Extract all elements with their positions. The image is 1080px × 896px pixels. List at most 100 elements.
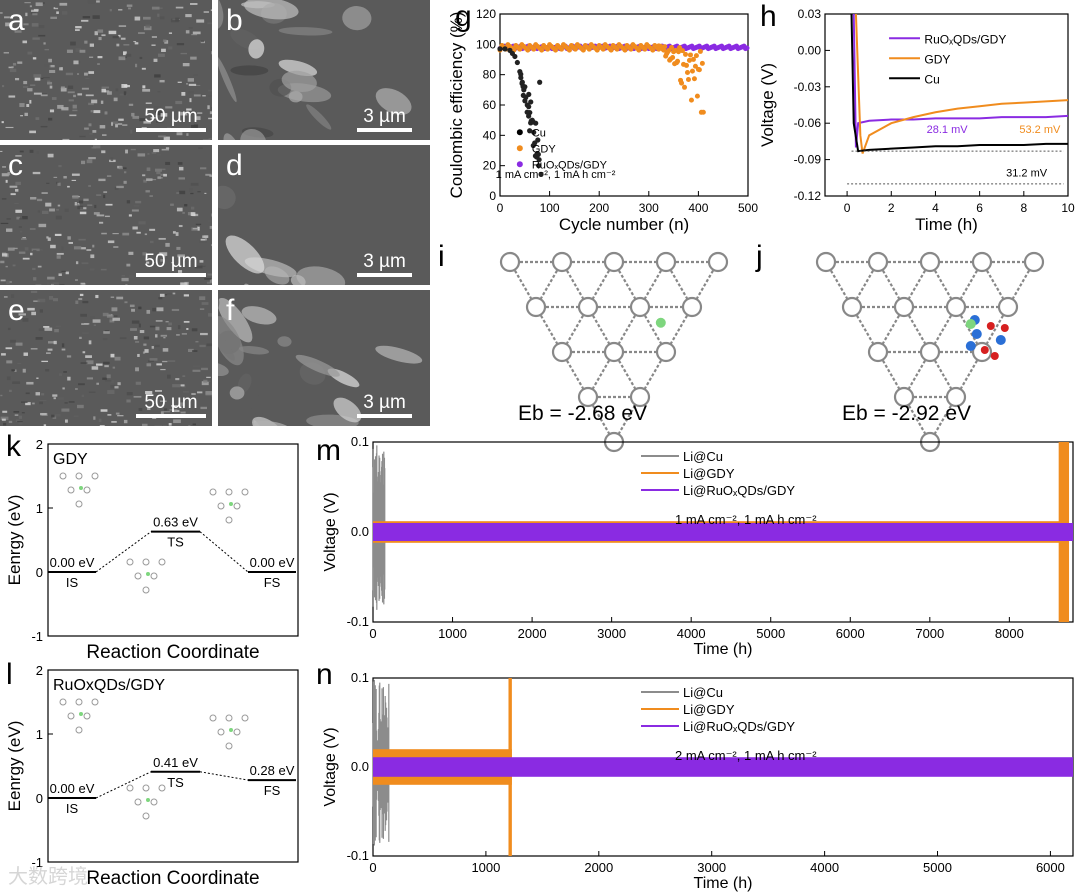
sem-feature — [277, 336, 292, 347]
gdy-point — [553, 47, 559, 53]
gdy-point — [666, 48, 672, 54]
series-line — [852, 13, 1069, 148]
lattice-bond — [851, 306, 879, 353]
scale-bar: 3 µm — [357, 106, 412, 134]
sem-grain — [67, 91, 75, 94]
sem-feature — [218, 56, 237, 103]
sem-grain — [159, 16, 165, 20]
sem-grain — [88, 123, 92, 127]
sem-feature — [295, 354, 340, 377]
sem-grain — [5, 22, 13, 27]
lattice-ring — [997, 296, 1019, 318]
li-atom — [146, 798, 150, 802]
sem-grain — [83, 198, 89, 202]
thumb-ring — [158, 784, 166, 792]
y-tick-label: -0.1 — [347, 848, 369, 863]
panel-label-m: m — [316, 434, 341, 467]
sem-grain — [135, 367, 139, 372]
li-atom — [146, 572, 150, 576]
cu-point — [535, 151, 541, 157]
gdy-point — [691, 76, 697, 82]
sem-grain — [92, 319, 101, 323]
sem-feature — [218, 316, 244, 366]
sem-grain — [199, 260, 204, 263]
sem-grain — [47, 153, 54, 158]
sem-grain — [6, 360, 13, 364]
lattice-ring — [603, 251, 625, 273]
sem-grain — [47, 237, 51, 241]
sem-grain — [75, 300, 79, 305]
x-tick-label: 200 — [589, 201, 609, 215]
sem-grain — [185, 30, 190, 34]
gdy-point — [600, 46, 606, 52]
sem-grain — [160, 258, 165, 262]
sem-grain — [164, 294, 168, 296]
sem-grain — [88, 184, 91, 188]
y-tick-label: 2 — [36, 437, 43, 452]
sem-grain — [183, 320, 190, 323]
sem-grain — [88, 340, 92, 345]
sem-panel-label: f — [226, 294, 235, 327]
energy-value-label: 0.28 eV — [250, 763, 295, 778]
sem-grain — [12, 62, 17, 66]
lattice-bond — [613, 351, 641, 398]
legend-label: Li@Cu — [683, 685, 723, 700]
sem-grain — [58, 373, 62, 376]
sem-feature — [375, 345, 423, 364]
sem-grain — [143, 16, 151, 20]
sem-grain — [53, 397, 56, 400]
sem-grain — [43, 42, 46, 45]
sem-image-c: c 50 µm — [0, 145, 212, 285]
sem-grain — [19, 150, 24, 153]
panel-label-h: h — [760, 0, 777, 33]
lattice-bond — [903, 396, 931, 443]
sem-grain — [38, 328, 45, 331]
sem-grain — [22, 318, 29, 322]
sem-grain — [180, 52, 188, 55]
sem-grain — [93, 110, 101, 114]
sem-grain — [192, 350, 198, 353]
sem-grain — [151, 44, 156, 46]
sem-grain — [159, 252, 168, 256]
sem-grain — [128, 103, 134, 106]
sem-grain — [50, 283, 55, 285]
gdy-point — [700, 109, 706, 115]
sem-grain — [193, 215, 196, 218]
sem-grain — [143, 120, 151, 124]
sem-grain — [101, 232, 107, 235]
plot-frame — [824, 13, 1069, 197]
gdy-point — [676, 49, 682, 55]
x-tick-label: 4 — [932, 201, 939, 215]
scale-bar-line — [357, 128, 412, 132]
sem-image-a: a 50 µm — [0, 0, 212, 140]
sem-grain — [184, 204, 188, 207]
sem-grain — [195, 340, 199, 343]
sem-grain — [12, 264, 16, 267]
lattice-ring — [655, 251, 677, 273]
sem-grain — [32, 57, 37, 60]
sem-grain — [14, 30, 22, 33]
lattice-bond — [587, 396, 615, 443]
sem-grain — [115, 88, 119, 92]
sem-grain — [130, 129, 133, 134]
sem-grain — [59, 2, 68, 6]
sem-grain — [79, 135, 86, 138]
sem-grain — [187, 348, 194, 353]
sem-grain — [71, 179, 77, 181]
sem-grain — [46, 182, 50, 184]
sem-grain — [65, 419, 68, 423]
sem-grain — [210, 9, 212, 12]
scale-bar-line — [136, 273, 206, 277]
cu-point — [522, 98, 528, 104]
sem-grain — [13, 247, 18, 250]
legend-marker — [516, 129, 523, 136]
sem-grain — [211, 112, 212, 114]
sem-grain — [160, 400, 167, 402]
sem-grain — [138, 408, 143, 412]
sem-grain — [177, 81, 182, 83]
sem-grain — [5, 179, 8, 183]
sem-grain — [91, 147, 97, 149]
sem-grain — [162, 168, 166, 171]
sem-grain — [10, 339, 16, 343]
